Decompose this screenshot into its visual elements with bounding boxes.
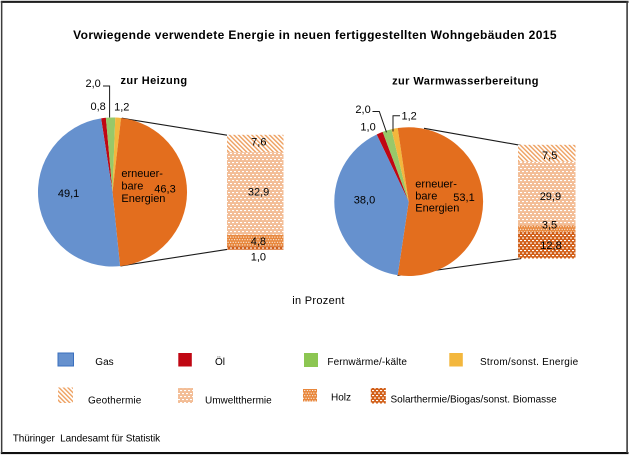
svg-text:zur Heizung: zur Heizung (121, 75, 188, 87)
svg-text:zur Warmwasserbereitung: zur Warmwasserbereitung (392, 76, 539, 88)
svg-text:49,1: 49,1 (58, 188, 79, 200)
svg-text:Vorwiegende verwendete Energie: Vorwiegende verwendete Energie in neuen … (73, 28, 557, 42)
svg-text:2,0: 2,0 (355, 104, 370, 116)
svg-text:53,1: 53,1 (453, 192, 474, 204)
svg-text:32,9: 32,9 (248, 186, 269, 198)
svg-text:12,8: 12,8 (540, 240, 561, 252)
svg-text:4,8: 4,8 (251, 236, 266, 248)
svg-text:7,5: 7,5 (542, 150, 557, 162)
svg-text:Energien: Energien (121, 193, 165, 205)
svg-text:29,9: 29,9 (540, 191, 561, 203)
svg-text:7,6: 7,6 (251, 137, 266, 149)
svg-text:2,0: 2,0 (86, 78, 101, 90)
svg-text:Fernwärme/-kälte: Fernwärme/-kälte (327, 357, 407, 368)
svg-text:0,8: 0,8 (91, 101, 106, 113)
svg-text:3,5: 3,5 (542, 220, 557, 232)
svg-text:erneuer-: erneuer- (415, 179, 457, 191)
svg-text:Gas: Gas (95, 357, 113, 368)
svg-text:Energien: Energien (415, 203, 459, 215)
svg-text:1,2: 1,2 (114, 102, 129, 114)
svg-text:bare: bare (121, 180, 143, 192)
svg-text:Solarthermie/Biogas/sonst. Bio: Solarthermie/Biogas/sonst. Biomasse (391, 395, 558, 406)
svg-text:1,0: 1,0 (360, 121, 375, 133)
svg-text:Öl: Öl (215, 356, 225, 368)
svg-text:1,2: 1,2 (402, 111, 417, 123)
svg-text:Thüringer Landesamt für Stati: Thüringer Landesamt für Statistik (13, 433, 161, 444)
svg-text:erneuer-: erneuer- (121, 168, 163, 180)
svg-text:Umweltthermie: Umweltthermie (205, 396, 272, 407)
svg-text:1,0: 1,0 (251, 251, 266, 263)
svg-text:46,3: 46,3 (154, 183, 175, 195)
svg-text:in Prozent: in Prozent (292, 295, 345, 307)
svg-text:Strom/sonst. Energie: Strom/sonst. Energie (480, 357, 579, 368)
svg-text:Geothermie: Geothermie (88, 396, 142, 407)
svg-text:38,0: 38,0 (354, 195, 375, 207)
svg-text:Holz: Holz (331, 393, 351, 404)
svg-text:bare: bare (415, 190, 437, 202)
